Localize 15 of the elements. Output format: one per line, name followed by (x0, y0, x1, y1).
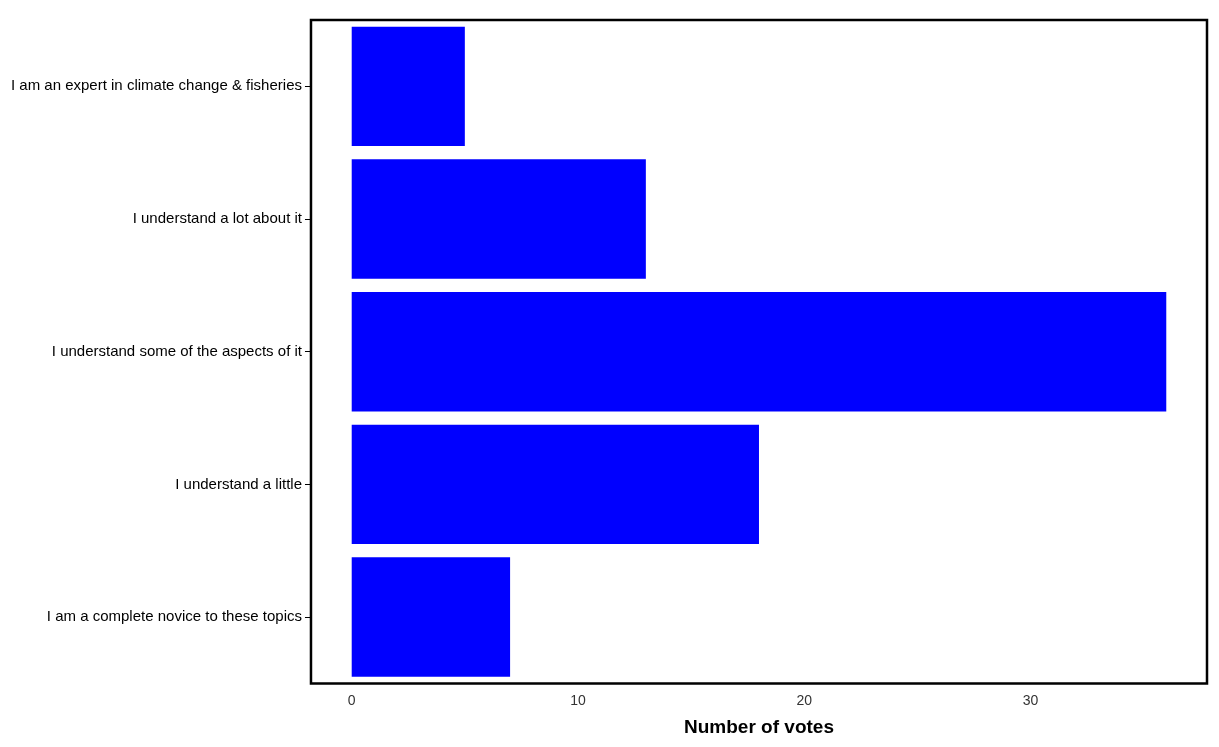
bar (351, 557, 511, 677)
x-tick-label: 0 (347, 691, 356, 708)
x-tick-label: 30 (1022, 691, 1039, 708)
bar (351, 26, 465, 147)
bar (351, 159, 646, 279)
bar (351, 291, 1167, 412)
bar (351, 424, 759, 545)
x-axis-title: Number of votes (684, 715, 834, 737)
x-tick-label: 20 (796, 691, 813, 708)
y-tick-label: I understand some of the aspects of it (51, 341, 303, 359)
y-tick-label: I understand a lot about it (132, 209, 303, 227)
x-tick-label: 10 (570, 691, 586, 708)
y-tick-label: I am an expert in climate change & fisheries (10, 76, 302, 94)
y-tick-label: I understand a little (175, 474, 302, 492)
y-tick-label: I am a complete novice to these topics (46, 607, 302, 625)
